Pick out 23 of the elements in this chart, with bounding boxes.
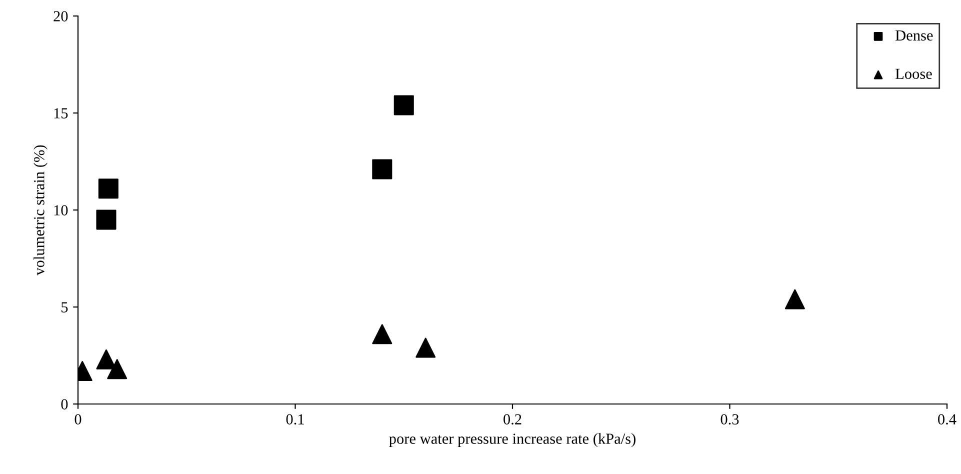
y-tick-label: 10 <box>54 205 68 216</box>
x-tick-label: 0.4 <box>938 414 956 425</box>
point <box>96 349 116 370</box>
point <box>784 289 805 310</box>
x-tick-label: 0.3 <box>720 414 739 425</box>
y-tick-label: 20 <box>54 11 68 22</box>
point <box>96 210 116 230</box>
y-tick-label: 15 <box>54 108 68 118</box>
legend-label: Loose <box>896 68 932 79</box>
point <box>416 338 436 358</box>
y-axis-title: volumetric strain (%) <box>34 145 48 276</box>
legend-label: Dense <box>896 30 933 41</box>
point <box>372 159 392 180</box>
x-tick-label: 0.2 <box>504 414 522 425</box>
point <box>394 95 414 116</box>
x-tick-label: 0 <box>74 414 82 424</box>
point <box>372 324 392 344</box>
y-tick-label: 5 <box>62 302 68 312</box>
x-axis-title: pore water pressure increase rate (kPa/s) <box>389 433 636 447</box>
point <box>107 359 128 380</box>
point <box>98 178 118 199</box>
x-tick-label: 0.1 <box>286 414 304 425</box>
y-tick-label: 0 <box>61 399 68 410</box>
